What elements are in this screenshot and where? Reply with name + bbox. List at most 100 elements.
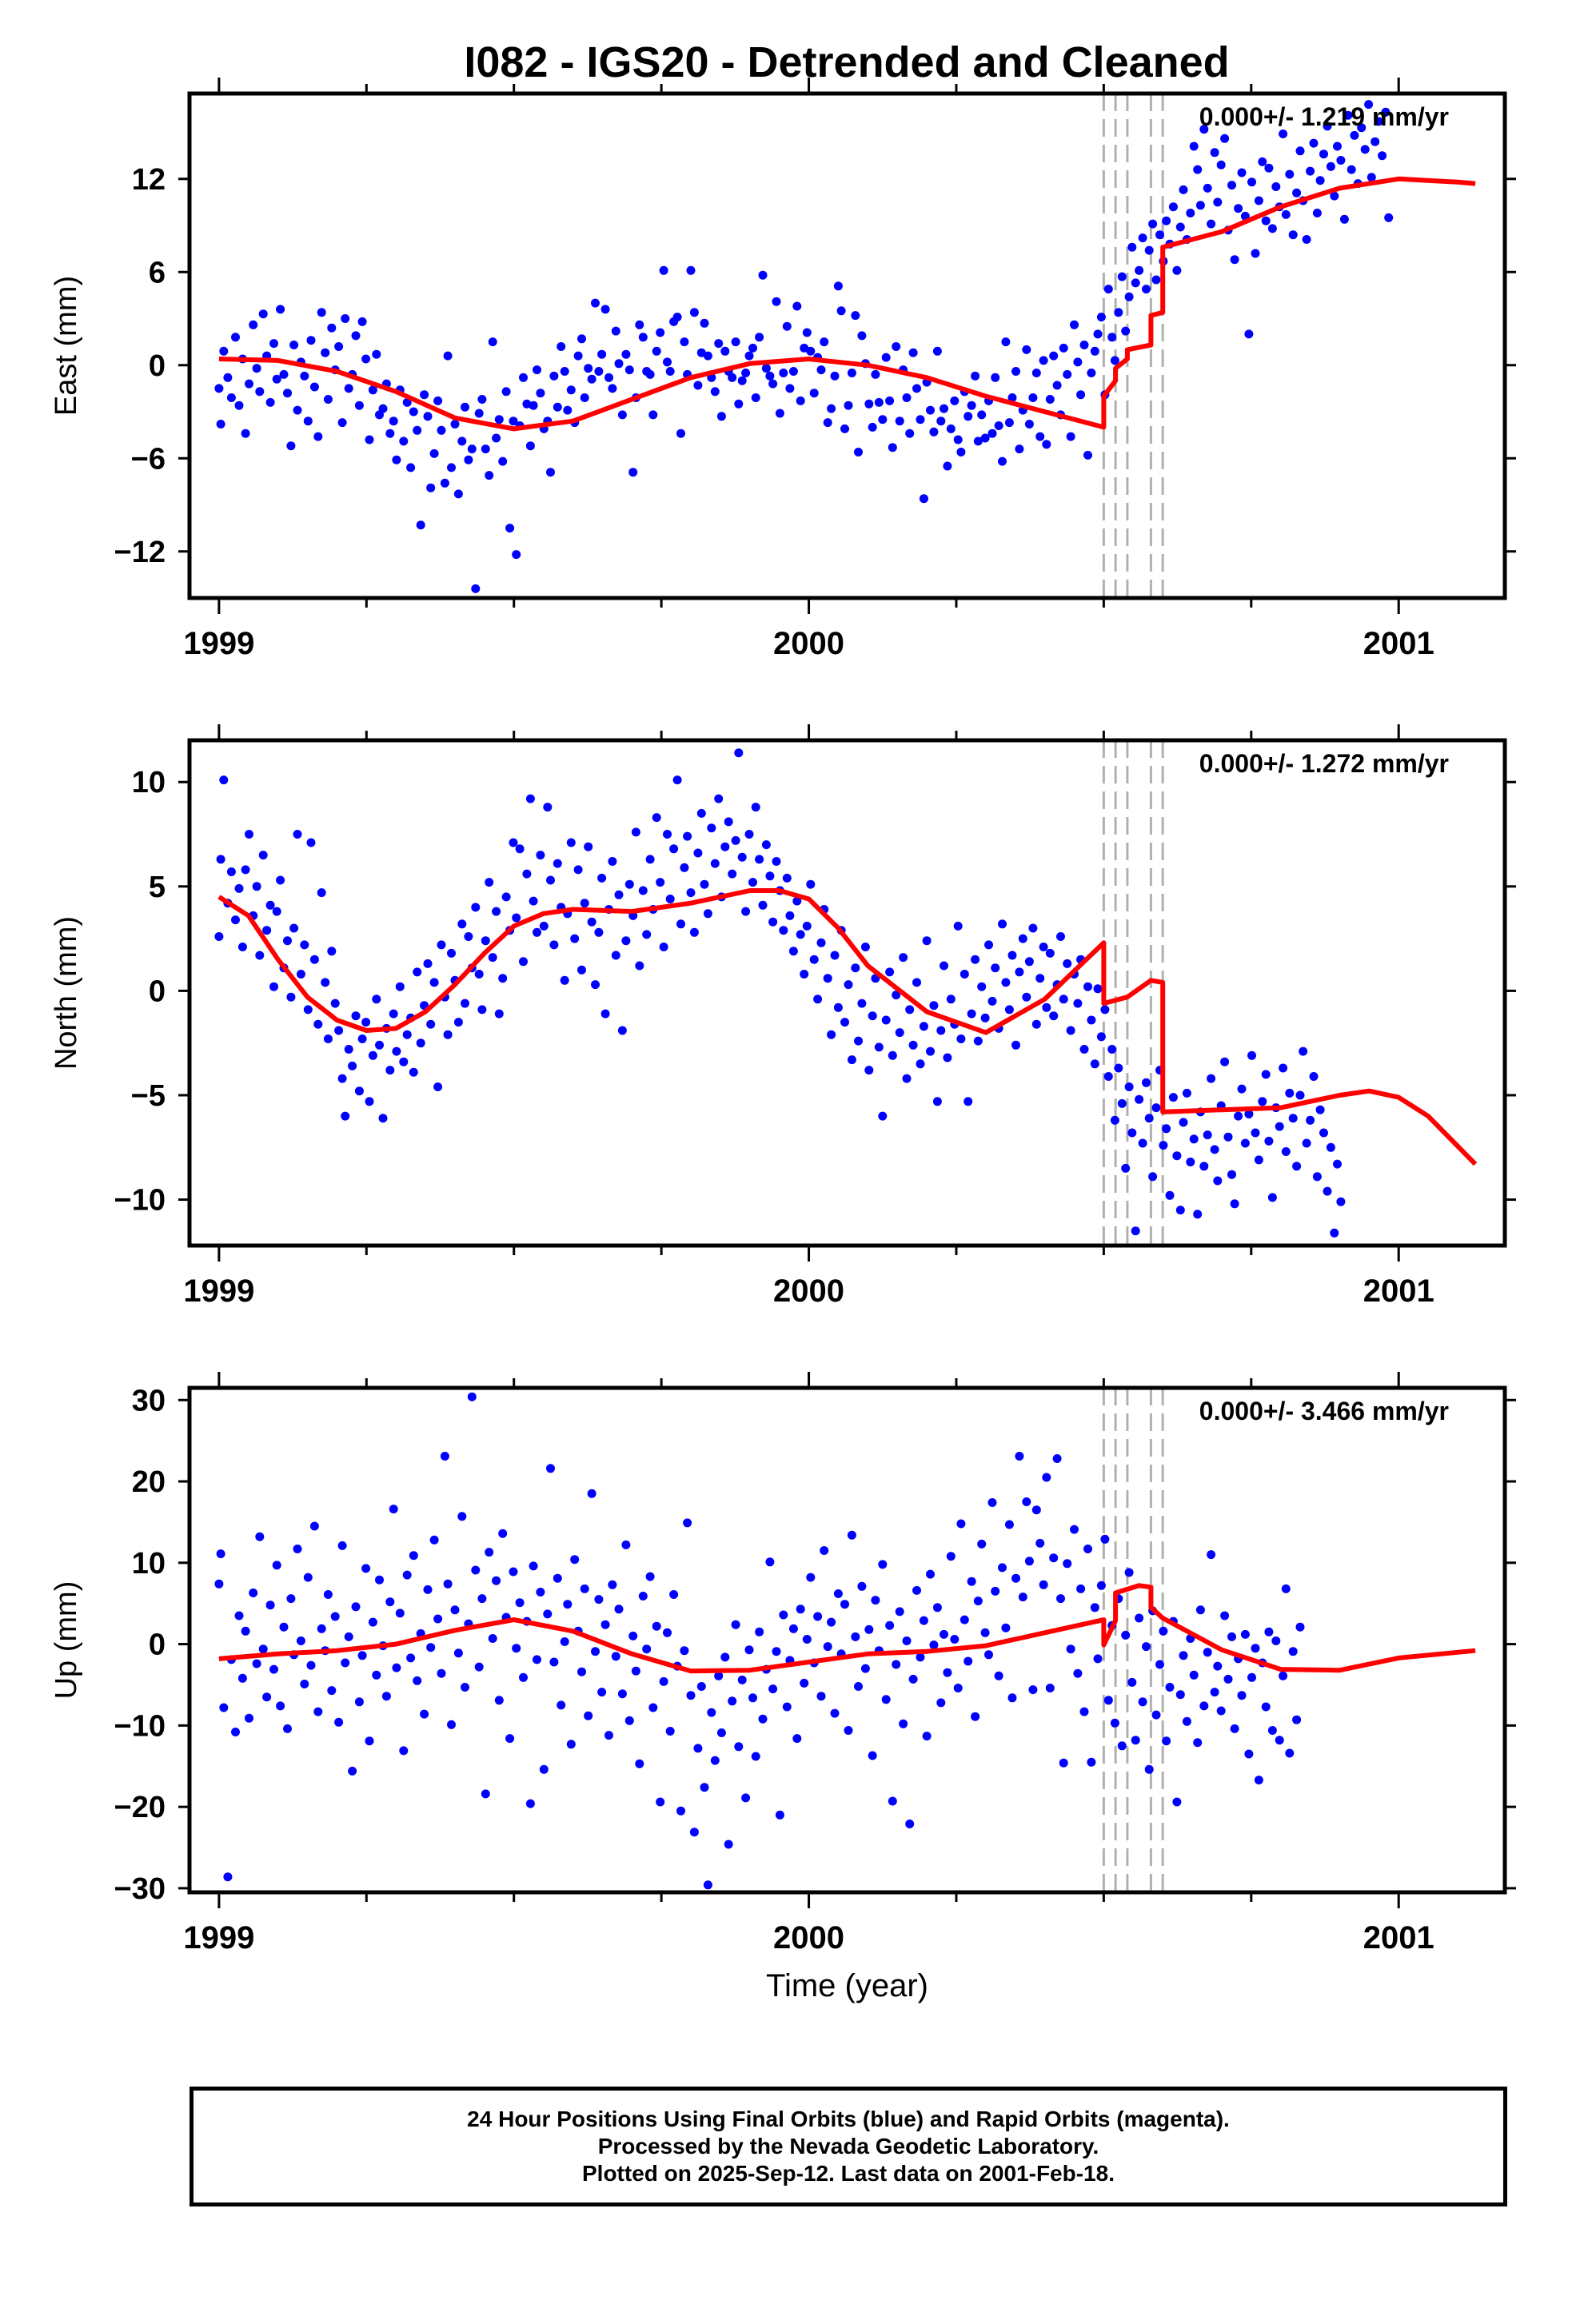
data-point — [874, 1042, 884, 1052]
data-point — [378, 1114, 388, 1123]
data-point — [1271, 1636, 1281, 1645]
data-point — [447, 463, 456, 472]
data-point — [1056, 932, 1065, 941]
data-point — [1121, 1163, 1131, 1173]
data-point — [833, 1003, 843, 1012]
data-point — [327, 1686, 337, 1696]
data-point — [269, 1664, 278, 1674]
data-point — [648, 410, 658, 420]
data-point — [354, 401, 364, 410]
data-point — [840, 1600, 849, 1609]
data-point — [584, 842, 593, 851]
data-point — [1011, 367, 1020, 376]
data-point — [669, 1590, 679, 1599]
data-point — [453, 489, 463, 499]
data-point — [1024, 420, 1034, 429]
data-point — [895, 417, 904, 426]
data-point — [973, 1597, 983, 1606]
data-point — [591, 298, 600, 308]
data-point — [755, 1627, 764, 1636]
data-point — [1135, 1613, 1144, 1623]
data-point — [775, 409, 784, 418]
data-point — [1076, 390, 1086, 400]
data-point — [652, 1621, 661, 1631]
data-point — [1107, 333, 1117, 342]
data-point — [406, 1653, 416, 1663]
data-point — [440, 1452, 449, 1461]
data-point — [258, 851, 268, 860]
data-point — [409, 407, 418, 417]
data-point — [960, 970, 969, 979]
data-point — [457, 436, 467, 446]
data-point — [998, 919, 1007, 929]
data-point — [1103, 1072, 1113, 1081]
y-tick-label: 6 — [149, 256, 166, 289]
data-point — [823, 974, 832, 983]
data-point — [895, 1028, 904, 1038]
data-point — [614, 1604, 624, 1614]
data-point — [1306, 166, 1315, 176]
data-point — [453, 1018, 463, 1027]
data-point — [604, 373, 613, 382]
data-point — [321, 348, 330, 357]
data-point — [597, 349, 607, 359]
data-point — [998, 456, 1007, 466]
data-point — [525, 441, 535, 451]
data-point — [631, 827, 640, 837]
data-point — [515, 1598, 525, 1608]
data-point — [553, 859, 562, 868]
data-point — [645, 1572, 655, 1581]
data-point — [802, 921, 812, 931]
data-point — [1203, 1130, 1212, 1140]
data-point — [269, 982, 278, 991]
data-point — [443, 1579, 453, 1589]
data-point — [816, 938, 826, 947]
data-point — [323, 395, 333, 404]
data-point — [836, 306, 846, 316]
data-point — [892, 1660, 901, 1669]
data-point — [844, 1726, 853, 1735]
data-point — [317, 308, 326, 317]
data-point — [1162, 1736, 1171, 1746]
data-point — [549, 1657, 559, 1667]
data-point — [560, 367, 569, 376]
data-point — [916, 1652, 925, 1662]
data-point — [519, 957, 528, 967]
data-point — [429, 448, 439, 458]
data-point — [372, 995, 381, 1004]
data-point — [409, 1551, 418, 1561]
data-point — [566, 385, 576, 395]
footer-line-3: Plotted on 2025-Sep-12. Last data on 200… — [582, 2161, 1115, 2186]
data-point — [344, 1632, 353, 1641]
data-point — [683, 831, 692, 841]
data-point — [560, 975, 569, 985]
data-point — [1302, 1138, 1311, 1148]
data-point — [635, 961, 644, 971]
data-point — [223, 1872, 233, 1882]
data-point — [1083, 1545, 1092, 1553]
data-point — [881, 1695, 891, 1704]
data-point — [796, 1604, 805, 1614]
data-point — [252, 364, 261, 373]
data-point — [1004, 1520, 1014, 1529]
data-point — [433, 396, 443, 405]
data-point — [703, 1880, 712, 1890]
data-point — [525, 1799, 535, 1808]
data-point — [461, 1683, 469, 1692]
data-point — [1261, 1070, 1271, 1079]
data-point — [485, 878, 494, 887]
data-point — [1182, 1716, 1191, 1726]
data-point — [772, 857, 781, 866]
up-plot-frame — [187, 1385, 1507, 1895]
data-point — [283, 936, 292, 946]
data-point — [744, 351, 754, 361]
data-point — [1007, 951, 1017, 960]
data-point — [395, 982, 405, 991]
data-point — [751, 803, 760, 812]
data-point — [512, 1644, 521, 1653]
data-point — [905, 429, 915, 438]
data-point — [375, 1575, 384, 1585]
data-point — [1131, 1736, 1140, 1745]
data-point — [597, 1688, 607, 1697]
data-point — [823, 1642, 832, 1652]
